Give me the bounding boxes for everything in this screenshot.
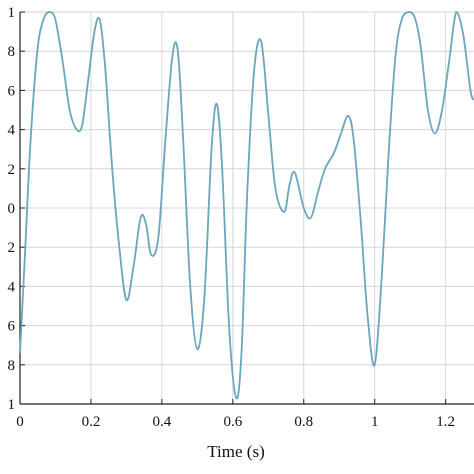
y-tick-label: 6 bbox=[8, 319, 16, 335]
y-tick-label: 4 bbox=[8, 123, 16, 139]
series-line bbox=[19, 11, 474, 400]
y-tick-label: 2 bbox=[8, 162, 16, 178]
y-tick-label: 1 bbox=[8, 397, 16, 413]
x-tick-label: 0.4 bbox=[153, 414, 172, 430]
series-group bbox=[19, 11, 474, 400]
x-tick-label: 0.8 bbox=[294, 414, 313, 430]
y-tick-label: 4 bbox=[8, 279, 16, 295]
y-tick-label: 1 bbox=[8, 5, 16, 21]
y-tick-label: 2 bbox=[8, 240, 16, 256]
y-tick-label: 8 bbox=[8, 44, 16, 60]
x-axis-label: Time (s) bbox=[207, 442, 264, 461]
y-tick-label: 6 bbox=[8, 83, 16, 99]
x-tick-labels: 0 0.2 0.4 0.6 0.8 1 1.2 bbox=[16, 414, 455, 430]
x-tick-label: 0.6 bbox=[223, 414, 242, 430]
y-tick-labels: 1 8 6 4 2 0 2 4 6 8 1 bbox=[8, 5, 16, 413]
x-tick-label: 1 bbox=[371, 414, 379, 430]
y-tick-label: 0 bbox=[8, 201, 16, 217]
x-tick-label: 0 bbox=[16, 414, 24, 430]
x-tick-label: 0.2 bbox=[82, 414, 101, 430]
y-tick-label: 8 bbox=[8, 358, 16, 374]
x-tick-label: 1.2 bbox=[436, 414, 455, 430]
